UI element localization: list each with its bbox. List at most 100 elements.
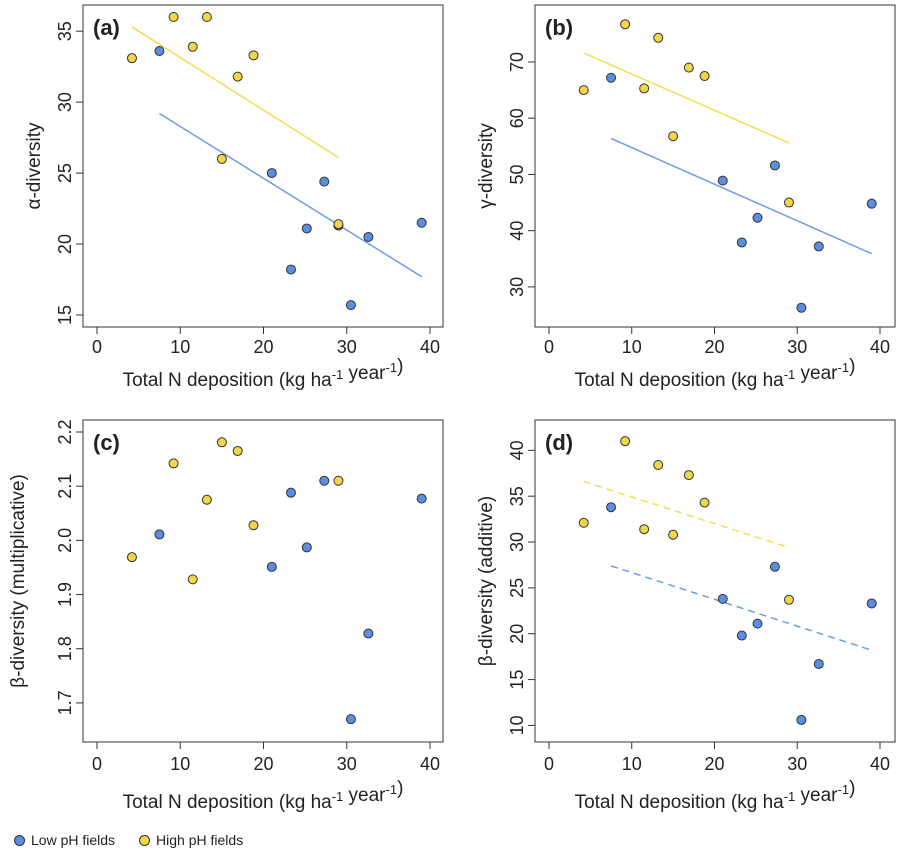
point-low bbox=[363, 628, 374, 639]
point-high bbox=[668, 529, 679, 540]
point-high bbox=[201, 494, 212, 505]
y-tick-label: 40 bbox=[507, 440, 527, 460]
point-high bbox=[699, 71, 710, 82]
point-low bbox=[345, 300, 356, 311]
panel-label: (b) bbox=[545, 15, 573, 40]
plot-frame bbox=[82, 4, 444, 328]
panel-a: (a) 0 10 20 30 40 15 20 25 30 35 Total N deposition… bbox=[24, 4, 444, 391]
x-tick-label: 20 bbox=[704, 337, 724, 357]
x-axis-title: Total N deposition (kg ha-1 year-1) bbox=[123, 778, 404, 813]
y-tick-label: 70 bbox=[507, 52, 527, 72]
point-low bbox=[363, 231, 374, 242]
point-high bbox=[578, 85, 589, 96]
panel-label: (d) bbox=[545, 430, 573, 455]
x-tick-label: 40 bbox=[420, 754, 440, 774]
point-high bbox=[783, 197, 794, 208]
point-low bbox=[606, 72, 617, 83]
y-tick-label: 1.9 bbox=[55, 582, 75, 607]
y-tick-label: 30 bbox=[55, 92, 75, 112]
trendline-high bbox=[131, 26, 339, 159]
point-low bbox=[154, 46, 165, 57]
point-low bbox=[154, 529, 165, 540]
panel-d: (d) 0 10 20 30 40 10 15 20 25 30 35 40 Total N deposi… bbox=[476, 419, 896, 813]
point-high bbox=[683, 470, 694, 481]
trendline-high bbox=[583, 480, 790, 549]
x-tick-label: 30 bbox=[787, 754, 807, 774]
point-high bbox=[216, 153, 227, 164]
point-high bbox=[668, 131, 679, 142]
point-high bbox=[333, 475, 344, 486]
point-high bbox=[620, 436, 631, 447]
trendline-high bbox=[583, 52, 790, 144]
point-low bbox=[301, 542, 312, 553]
point-high bbox=[168, 12, 179, 22]
x-tick-label: 30 bbox=[787, 337, 807, 357]
point-high bbox=[201, 12, 212, 22]
point-high bbox=[216, 437, 227, 448]
x-tick-label: 40 bbox=[420, 337, 440, 357]
point-low bbox=[813, 241, 824, 252]
y-tick-label: 40 bbox=[507, 221, 527, 241]
x-tick-label: 20 bbox=[253, 337, 273, 357]
y-tick-label: 35 bbox=[55, 21, 75, 41]
point-low bbox=[736, 237, 747, 248]
point-high bbox=[653, 32, 664, 43]
point-low bbox=[416, 217, 427, 228]
point-high bbox=[232, 71, 243, 82]
trendline-low bbox=[610, 565, 872, 651]
y-tick-label: 50 bbox=[507, 164, 527, 184]
point-low bbox=[266, 168, 277, 179]
point-high bbox=[699, 497, 710, 508]
y-tick-label: 25 bbox=[507, 578, 527, 598]
point-low bbox=[813, 658, 824, 669]
x-axis-title: Total N deposition (kg ha-1 year-1) bbox=[123, 356, 404, 391]
point-low bbox=[866, 198, 877, 209]
y-tick-label: 60 bbox=[507, 108, 527, 128]
panel-b: (b) 0 10 20 30 40 30 40 50 60 70 Total N deposition… bbox=[476, 4, 896, 391]
point-low bbox=[319, 475, 330, 486]
point-high bbox=[578, 517, 589, 528]
point-high bbox=[639, 83, 650, 94]
x-tick-label: 10 bbox=[170, 754, 190, 774]
y-axis-title: β-diversity (additive) bbox=[476, 496, 497, 666]
x-tick-label: 0 bbox=[544, 754, 554, 774]
y-tick-label: 2.1 bbox=[55, 474, 75, 499]
point-low bbox=[866, 598, 877, 609]
point-low bbox=[285, 264, 296, 275]
point-low bbox=[266, 561, 277, 572]
y-tick-label: 1.8 bbox=[55, 636, 75, 661]
panel-label: (c) bbox=[93, 430, 120, 455]
y-axis-title: γ-diversity bbox=[476, 123, 497, 209]
figure: (a) 0 10 20 30 40 15 20 25 30 35 Total N deposition… bbox=[8, 4, 896, 813]
point-low bbox=[416, 493, 427, 504]
legend-marker-high bbox=[139, 834, 151, 846]
point-low bbox=[752, 212, 763, 223]
legend-marker-low bbox=[14, 834, 25, 846]
y-tick-label: 2.0 bbox=[55, 528, 75, 553]
point-high bbox=[683, 62, 694, 73]
x-tick-label: 10 bbox=[622, 337, 642, 357]
point-high bbox=[639, 524, 650, 535]
point-high bbox=[333, 219, 344, 230]
point-low bbox=[301, 223, 312, 234]
point-low bbox=[796, 714, 807, 725]
x-tick-label: 20 bbox=[704, 754, 724, 774]
y-tick-label: 20 bbox=[507, 624, 527, 644]
point-low bbox=[752, 618, 763, 629]
y-axis-title: α-diversity bbox=[24, 122, 45, 209]
panel-label: (a) bbox=[93, 15, 120, 40]
y-tick-label: 2.2 bbox=[55, 419, 75, 444]
trendline-low bbox=[159, 112, 423, 278]
point-high bbox=[783, 594, 794, 605]
y-tick-label: 35 bbox=[507, 486, 527, 506]
x-tick-label: 20 bbox=[253, 754, 273, 774]
point-low bbox=[769, 561, 780, 572]
x-axis-title: Total N deposition (kg ha-1 year-1) bbox=[575, 778, 856, 813]
point-low bbox=[796, 302, 807, 313]
x-tick-label: 10 bbox=[170, 337, 190, 357]
legend-item-high: High pH fields bbox=[139, 832, 243, 848]
x-axis-title: Total N deposition (kg ha-1 year-1) bbox=[575, 356, 856, 391]
plot-frame bbox=[82, 419, 444, 743]
y-tick-label: 10 bbox=[507, 715, 527, 735]
y-tick-label: 15 bbox=[507, 670, 527, 690]
